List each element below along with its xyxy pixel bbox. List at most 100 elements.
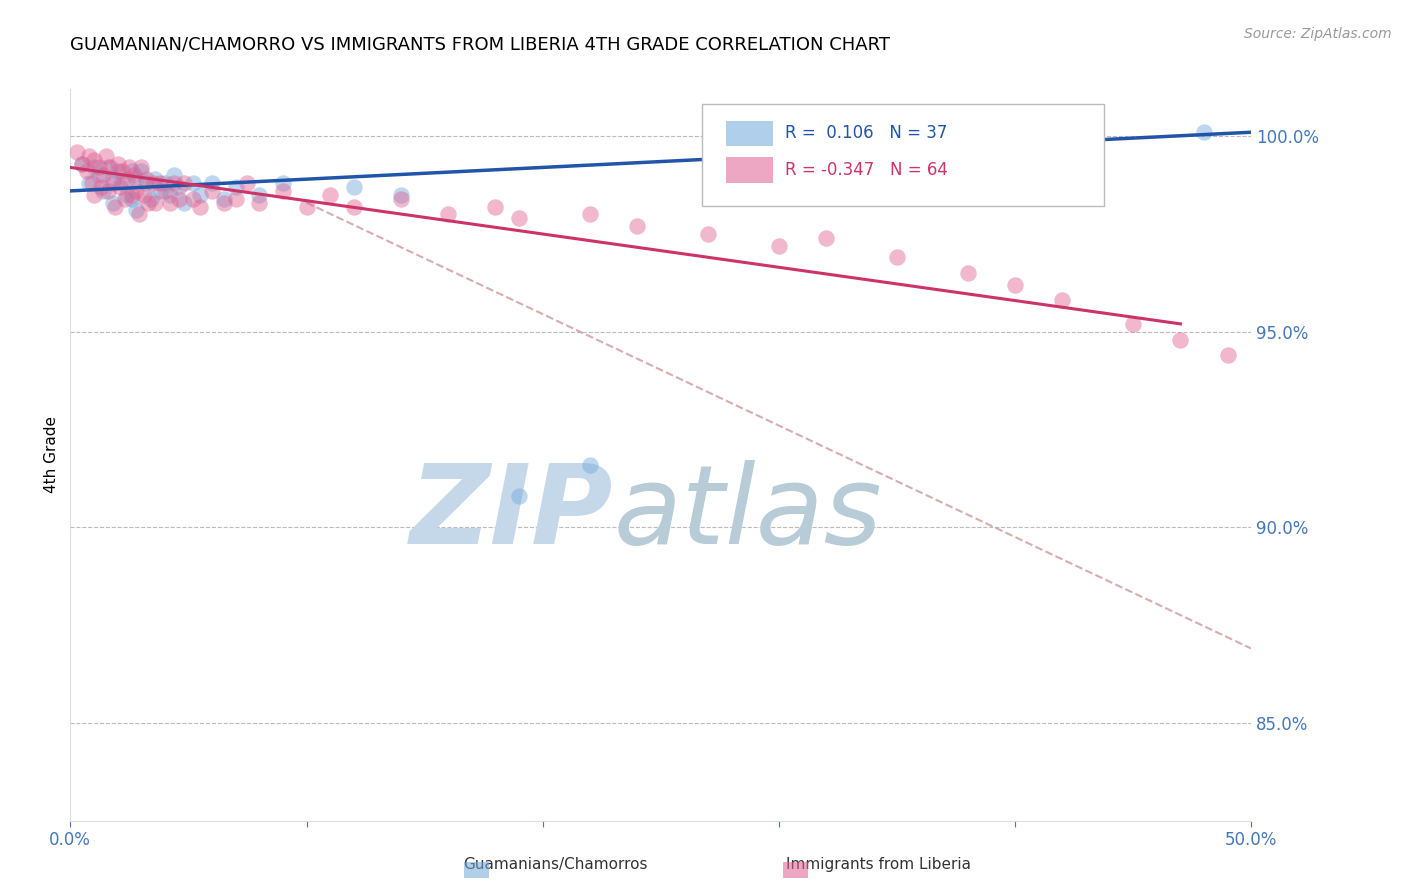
Point (122, 168, 145, 182)
FancyBboxPatch shape (725, 157, 773, 183)
Point (118, 161, 141, 175)
Point (159, 195, 181, 210)
Point (80, 176, 103, 190)
Point (225, 180, 247, 194)
Point (77, 149, 100, 163)
Point (128, 207, 150, 221)
Point (579, 458, 602, 472)
Point (83, 153, 105, 167)
Point (768, 238, 790, 252)
Point (83, 187, 105, 202)
Point (167, 192, 190, 206)
Point (97, 184, 120, 198)
Point (437, 207, 460, 221)
Point (212, 195, 235, 210)
Point (815, 231, 838, 245)
Point (76, 164, 98, 178)
Point (201, 184, 224, 198)
Point (136, 195, 159, 210)
Point (1122, 317, 1144, 331)
Text: GUAMANIAN/CHAMORRO VS IMMIGRANTS FROM LIBERIA 4TH GRADE CORRELATION CHART: GUAMANIAN/CHAMORRO VS IMMIGRANTS FROM LI… (70, 36, 890, 54)
Point (343, 200, 366, 214)
Point (201, 176, 224, 190)
Point (101, 172, 124, 186)
Point (163, 168, 186, 182)
Point (90, 180, 112, 194)
Point (271, 176, 294, 190)
Point (115, 172, 138, 186)
Point (143, 172, 166, 186)
Point (111, 164, 134, 178)
Point (271, 184, 294, 198)
Point (188, 200, 211, 214)
Point (83, 161, 105, 175)
Point (1170, 333, 1192, 347)
Point (236, 176, 259, 190)
Point (125, 172, 148, 186)
Point (319, 187, 342, 202)
Point (87, 168, 110, 182)
Point (1216, 348, 1239, 362)
Point (389, 192, 412, 206)
Text: Guamanians/Chamorros: Guamanians/Chamorros (463, 857, 648, 872)
Point (121, 187, 143, 202)
Point (97, 161, 120, 175)
Point (135, 172, 157, 186)
Text: ZIP: ZIP (411, 460, 613, 567)
Point (508, 489, 530, 503)
Point (135, 176, 157, 190)
Point (173, 195, 195, 210)
Point (93, 184, 115, 198)
Point (125, 203, 148, 218)
Point (115, 187, 138, 202)
Point (70, 156, 93, 170)
Point (153, 184, 176, 198)
Point (132, 187, 155, 202)
Point (697, 227, 720, 241)
Point (125, 184, 148, 198)
Y-axis label: 4th Grade: 4th Grade (44, 417, 59, 493)
Text: R =  0.106   N = 37: R = 0.106 N = 37 (785, 124, 948, 142)
Point (104, 200, 127, 214)
Point (129, 161, 152, 175)
Point (343, 180, 366, 194)
Text: Immigrants from Liberia: Immigrants from Liberia (786, 857, 972, 872)
Point (247, 187, 270, 202)
Text: Source: ZipAtlas.com: Source: ZipAtlas.com (1244, 27, 1392, 41)
Point (101, 195, 124, 210)
Point (93, 168, 115, 182)
Point (247, 195, 270, 210)
Point (107, 156, 129, 170)
FancyBboxPatch shape (702, 103, 1104, 206)
FancyBboxPatch shape (725, 120, 773, 146)
Point (149, 184, 172, 198)
Point (108, 180, 131, 194)
Point (100, 161, 122, 175)
Point (121, 192, 143, 206)
Point (626, 219, 648, 233)
Point (139, 192, 162, 206)
Point (77, 176, 100, 190)
Point (295, 200, 318, 214)
Point (121, 164, 143, 178)
Point (153, 176, 176, 190)
Point (173, 176, 195, 190)
Point (579, 207, 602, 221)
Point (111, 176, 134, 190)
Point (143, 195, 166, 210)
Point (66, 145, 89, 159)
Point (886, 251, 908, 265)
Point (87, 161, 110, 175)
Point (225, 192, 247, 206)
Point (129, 164, 152, 178)
Point (114, 192, 136, 206)
Point (142, 176, 165, 190)
Point (1052, 293, 1074, 308)
Point (163, 176, 186, 190)
Point (956, 266, 979, 280)
Point (1192, 125, 1215, 139)
Point (167, 180, 190, 194)
Point (188, 187, 211, 202)
Point (94, 149, 117, 163)
Text: atlas: atlas (613, 460, 882, 567)
